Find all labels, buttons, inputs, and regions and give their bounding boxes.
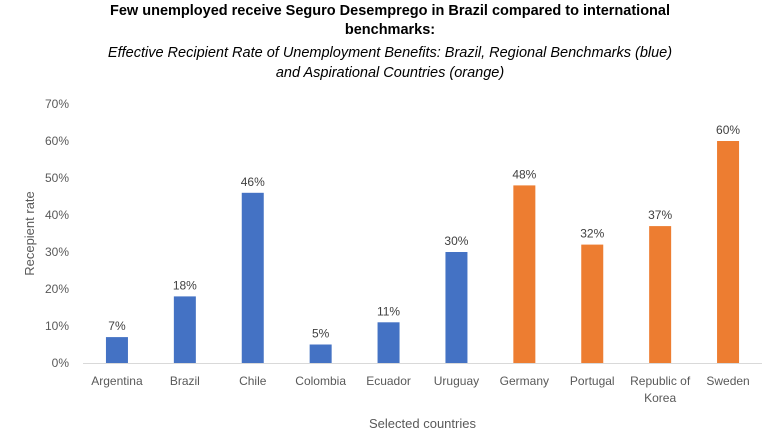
- x-tick-label-line: Chile: [239, 374, 267, 388]
- data-label: 18%: [173, 278, 197, 292]
- x-tick-label: Republic of Korea: [630, 374, 691, 405]
- y-tick-label: 60%: [45, 134, 69, 148]
- x-tick-label-line: Uruguay: [434, 374, 479, 388]
- y-axis-ticks: 0% 10% 20% 30% 40% 50% 60% 70%: [45, 97, 69, 370]
- y-tick-label: 0%: [52, 356, 70, 370]
- bar: [377, 322, 400, 363]
- data-label: 5%: [312, 327, 330, 341]
- data-label: 48%: [512, 167, 536, 181]
- data-labels: 7% 18% 46% 5% 11% 30% 48% 32% 37% 60%: [108, 123, 740, 341]
- y-tick-label: 70%: [45, 97, 69, 111]
- bar: [309, 344, 332, 363]
- y-tick-label: 50%: [45, 171, 69, 185]
- x-tick-label: Sweden: [706, 374, 749, 388]
- bars: [105, 141, 740, 363]
- chart-subtitle: Effective Recipient Rate of Unemployment…: [0, 43, 780, 83]
- x-tick-label-line: Colombia: [295, 374, 346, 388]
- data-label: 46%: [241, 175, 265, 189]
- bar: [513, 185, 536, 363]
- bar: [173, 296, 196, 363]
- chart-title-line-2: benchmarks:: [344, 22, 436, 38]
- x-tick-label-line: Korea: [644, 391, 676, 405]
- x-tick-label: Argentina: [91, 374, 143, 388]
- y-tick-label: 40%: [45, 208, 69, 222]
- y-tick-label: 20%: [45, 282, 69, 296]
- x-tick-label: Ecuador: [366, 374, 411, 388]
- x-tick-label: Germany: [500, 374, 549, 388]
- bar: [445, 252, 468, 363]
- chart-subtitle-line-1: Effective Recipient Rate of Unemployment…: [107, 45, 673, 61]
- x-axis-ticks: Argentina Brazil Chile Colombia Ecuador Urugu…: [91, 374, 749, 405]
- x-tick-label: Colombia: [295, 374, 346, 388]
- chart-subtitle-line-2: and Aspirational Countries (orange): [275, 65, 505, 81]
- x-tick-label-line: Republic of: [630, 374, 691, 388]
- x-tick-label: Chile: [239, 374, 267, 388]
- data-label: 7%: [108, 319, 126, 333]
- bar: [717, 141, 740, 363]
- data-label: 60%: [716, 123, 740, 137]
- chart-title-line-1: Few unemployed receive Seguro Desemprego…: [110, 3, 670, 19]
- data-label: 37%: [648, 208, 672, 222]
- x-tick-label-line: Brazil: [170, 374, 200, 388]
- bar: [581, 244, 604, 363]
- chart-title: Few unemployed receive Seguro Desemprego…: [0, 2, 780, 40]
- y-axis-title: Recepient rate: [22, 191, 37, 276]
- x-tick-label: Uruguay: [434, 374, 479, 388]
- x-tick-label-line: Portugal: [570, 374, 615, 388]
- data-label: 11%: [377, 304, 400, 318]
- x-tick-label-line: Ecuador: [366, 374, 411, 388]
- x-axis-title: Selected countries: [369, 416, 476, 431]
- data-label: 30%: [444, 234, 468, 248]
- data-label: 32%: [580, 227, 604, 241]
- x-tick-label-line: Germany: [500, 374, 549, 388]
- bar: [241, 192, 264, 363]
- x-tick-label: Brazil: [170, 374, 200, 388]
- y-tick-label: 10%: [45, 319, 69, 333]
- y-tick-label: 30%: [45, 245, 69, 259]
- bar: [649, 226, 672, 363]
- x-tick-label-line: Sweden: [706, 374, 749, 388]
- x-tick-label: Portugal: [570, 374, 615, 388]
- x-tick-label-line: Argentina: [91, 374, 143, 388]
- bar: [105, 337, 128, 363]
